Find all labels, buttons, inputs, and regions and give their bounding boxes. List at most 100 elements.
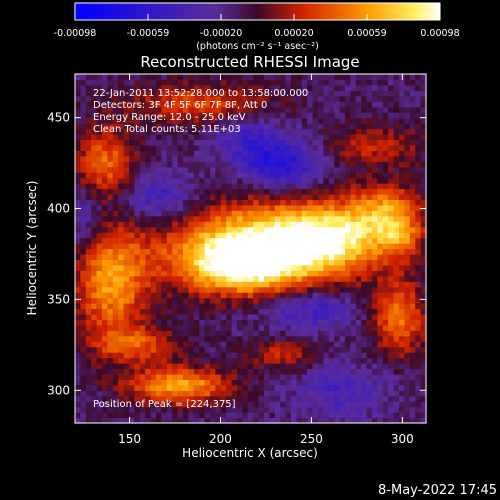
heatmap-cell — [177, 95, 184, 102]
heatmap-cell — [361, 243, 368, 250]
heatmap-cell — [231, 259, 238, 266]
heatmap-cell — [237, 210, 243, 217]
heatmap-cell — [415, 101, 422, 108]
heatmap-cell — [75, 286, 81, 293]
heatmap-cell — [199, 379, 206, 386]
heatmap-cell — [274, 221, 281, 228]
heatmap-cell — [85, 259, 92, 266]
heatmap-cell — [220, 308, 227, 315]
heatmap-cell — [129, 373, 135, 380]
heatmap-cell — [372, 139, 378, 146]
heatmap-cell — [220, 183, 227, 190]
heatmap-cell — [355, 74, 362, 81]
heatmap-cell — [269, 166, 276, 173]
heatmap-cell — [345, 330, 351, 337]
heatmap-cell — [161, 401, 168, 408]
heatmap-cell — [112, 319, 119, 326]
heatmap-cell — [172, 166, 179, 173]
heatmap-cell — [193, 281, 200, 288]
heatmap-cell — [145, 330, 152, 337]
heatmap-cell — [139, 155, 146, 162]
heatmap-cell — [415, 253, 422, 260]
heatmap-cell — [156, 128, 162, 135]
heatmap-cell — [210, 193, 216, 201]
heatmap-cell — [96, 373, 103, 380]
heatmap-cell — [118, 341, 125, 348]
heatmap-cell — [85, 264, 92, 271]
heatmap-cell — [415, 281, 422, 288]
heatmap-cell — [323, 155, 330, 162]
heatmap-cell — [231, 221, 238, 228]
heatmap-cell — [107, 183, 114, 190]
heatmap-cell — [420, 368, 427, 375]
heatmap-cell — [242, 253, 249, 260]
heatmap-cell — [301, 101, 308, 108]
heatmap-cell — [161, 79, 168, 86]
heatmap-cell — [382, 232, 389, 239]
heatmap-cell — [172, 270, 179, 277]
heatmap-cell — [285, 357, 292, 364]
heatmap-cell — [393, 232, 400, 239]
heatmap-cell — [237, 199, 243, 206]
heatmap-cell — [291, 243, 297, 250]
heatmap-cell — [118, 237, 125, 244]
heatmap-cell — [172, 144, 179, 151]
heatmap-cell — [285, 226, 292, 233]
heatmap-cell — [183, 177, 189, 184]
heatmap-cell — [420, 166, 427, 173]
heatmap-cell — [123, 237, 130, 244]
heatmap-cell — [274, 319, 281, 326]
heatmap-cell — [291, 363, 297, 370]
heatmap-cell — [399, 139, 405, 146]
heatmap-cell — [215, 368, 222, 375]
heatmap-cell — [350, 275, 357, 282]
heatmap-cell — [334, 341, 341, 348]
heatmap-cell — [355, 292, 362, 299]
heatmap-cell — [264, 177, 270, 184]
heatmap-cell — [399, 161, 405, 168]
heatmap-cell — [204, 123, 211, 130]
heatmap-cell — [226, 352, 233, 359]
heatmap-cell — [415, 357, 422, 364]
heatmap-cell — [345, 150, 351, 157]
heatmap-cell — [350, 183, 357, 190]
heatmap-cell — [269, 346, 276, 353]
heatmap-cell — [404, 368, 411, 375]
heatmap-cell — [247, 221, 254, 228]
heatmap-cell — [134, 106, 141, 113]
heatmap-cell — [382, 215, 389, 222]
heatmap-cell — [75, 270, 81, 277]
heatmap-cell — [96, 144, 103, 151]
heatmap-cell — [393, 84, 400, 91]
heatmap-cell — [129, 330, 135, 337]
heatmap-cell — [291, 144, 297, 151]
heatmap-cell — [134, 133, 141, 141]
heatmap-cell — [91, 308, 98, 315]
heatmap-cell — [415, 379, 422, 386]
heatmap-cell — [134, 243, 141, 250]
heatmap-cell — [258, 112, 265, 119]
heatmap-cell — [107, 319, 114, 326]
heatmap-cell — [323, 161, 330, 168]
heatmap-cell — [226, 183, 233, 190]
heatmap-cell — [226, 150, 233, 157]
heatmap-cell — [334, 281, 341, 288]
heatmap-cell — [118, 210, 125, 217]
heatmap-cell — [382, 123, 389, 130]
heatmap-cell — [372, 133, 378, 141]
heatmap-cell — [339, 363, 346, 370]
heatmap-cell — [112, 335, 119, 342]
heatmap-cell — [161, 384, 168, 391]
heatmap-cell — [107, 193, 114, 201]
heatmap-cell — [156, 313, 162, 320]
heatmap-cell — [345, 308, 351, 315]
heatmap-cell — [242, 226, 249, 233]
heatmap-cell — [301, 363, 308, 370]
heatmap-cell — [382, 264, 389, 271]
heatmap-cell — [404, 395, 411, 402]
heatmap-cell — [409, 172, 416, 179]
heatmap-cell — [355, 84, 362, 91]
heatmap-cell — [301, 161, 308, 168]
heatmap-cell — [91, 117, 98, 124]
heatmap-cell — [107, 101, 114, 108]
